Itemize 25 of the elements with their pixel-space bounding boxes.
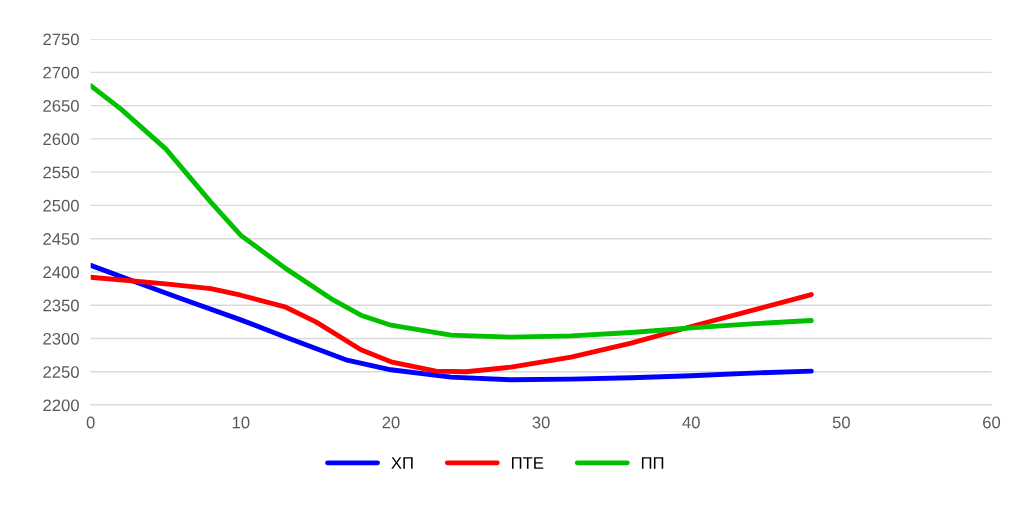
legend-label: ХП: [391, 457, 413, 469]
x-tick-label: 50: [832, 416, 850, 429]
y-tick-label: 2450: [43, 233, 79, 245]
line-series: [90, 274, 814, 375]
legend-label: ПП: [641, 457, 664, 469]
y-tick-label: 2550: [43, 166, 79, 179]
x-tick-label: 0: [86, 416, 95, 429]
x-tick-label: 60: [983, 416, 1001, 429]
y-tick-label: 2750: [43, 33, 79, 46]
legend-label: ПТЕ: [511, 457, 544, 469]
x-tick-label: 10: [232, 416, 250, 429]
y-tick-label: 2600: [43, 133, 79, 146]
y-tick-label: 2200: [43, 399, 79, 412]
y-tick-label: 2700: [43, 66, 79, 79]
x-tick-label: 40: [682, 416, 700, 429]
y-tick-label: 2300: [43, 332, 79, 345]
x-tick-label: 20: [382, 416, 400, 429]
y-tick-label: 2250: [43, 366, 79, 378]
y-tick-label: 2500: [43, 199, 79, 212]
x-tick-label: 30: [532, 416, 550, 429]
y-tick-label: 2400: [43, 266, 79, 279]
line-series: [90, 262, 814, 383]
line-series: [90, 83, 814, 340]
y-tick-label: 2350: [43, 299, 79, 312]
y-tick-label: 2650: [43, 100, 79, 112]
